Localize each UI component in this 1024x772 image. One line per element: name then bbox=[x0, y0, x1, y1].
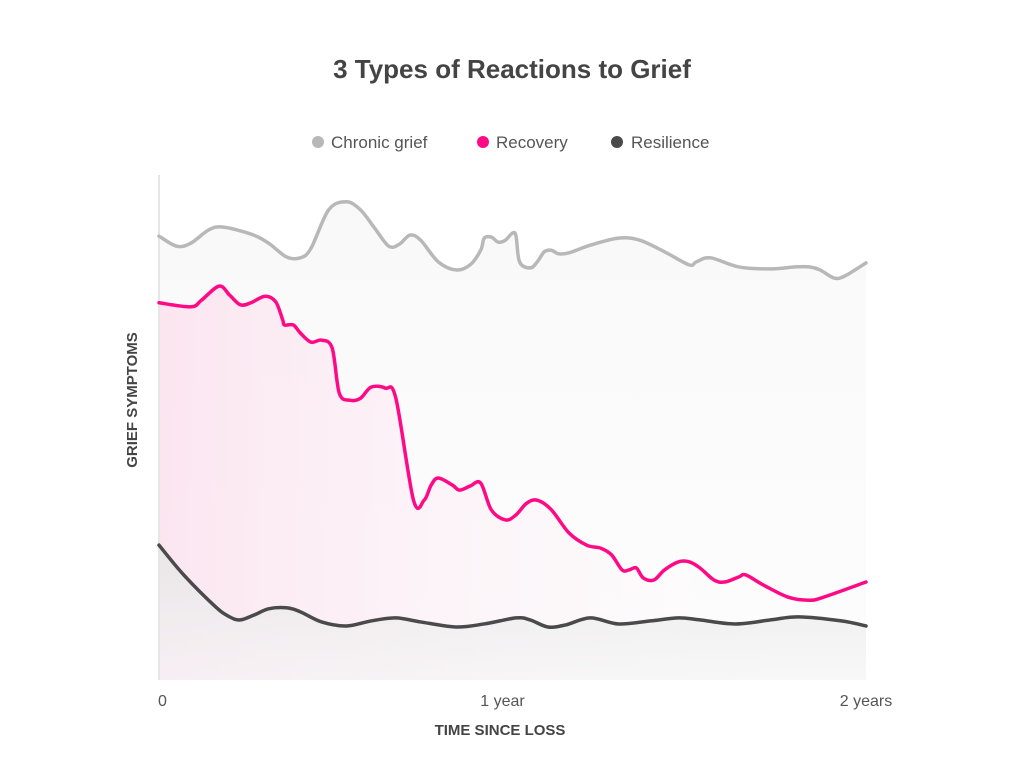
y-axis-label: GRIEF SYMPTOMS bbox=[124, 332, 141, 468]
legend-item-resilience: Resilience bbox=[611, 133, 709, 152]
x-axis-label: TIME SINCE LOSS bbox=[435, 722, 566, 739]
area-resilience bbox=[159, 545, 866, 680]
series-lines bbox=[157, 200, 868, 629]
x-tick-label: 0 bbox=[158, 693, 167, 710]
legend-marker-chronic-grief bbox=[312, 136, 324, 148]
chart-title: 3 Types of Reactions to Grief bbox=[333, 54, 691, 84]
legend-item-chronic-grief: Chronic grief bbox=[312, 133, 428, 152]
legend-marker-resilience bbox=[611, 136, 623, 148]
area-recovery bbox=[159, 286, 866, 680]
line-resilience bbox=[157, 543, 868, 629]
line-chronic-grief bbox=[157, 200, 868, 281]
legend-marker-recovery bbox=[477, 136, 489, 148]
legend-item-recovery: Recovery bbox=[477, 133, 568, 152]
legend-label: Chronic grief bbox=[331, 133, 428, 152]
legend: Chronic grief Recovery Resilience bbox=[312, 133, 709, 152]
legend-label: Recovery bbox=[496, 133, 568, 152]
x-ticks: 0 1 year 2 years bbox=[158, 693, 892, 710]
line-recovery bbox=[157, 284, 868, 602]
x-tick-label: 2 years bbox=[840, 693, 892, 710]
x-tick-label: 1 year bbox=[480, 693, 525, 710]
legend-label: Resilience bbox=[631, 133, 709, 152]
